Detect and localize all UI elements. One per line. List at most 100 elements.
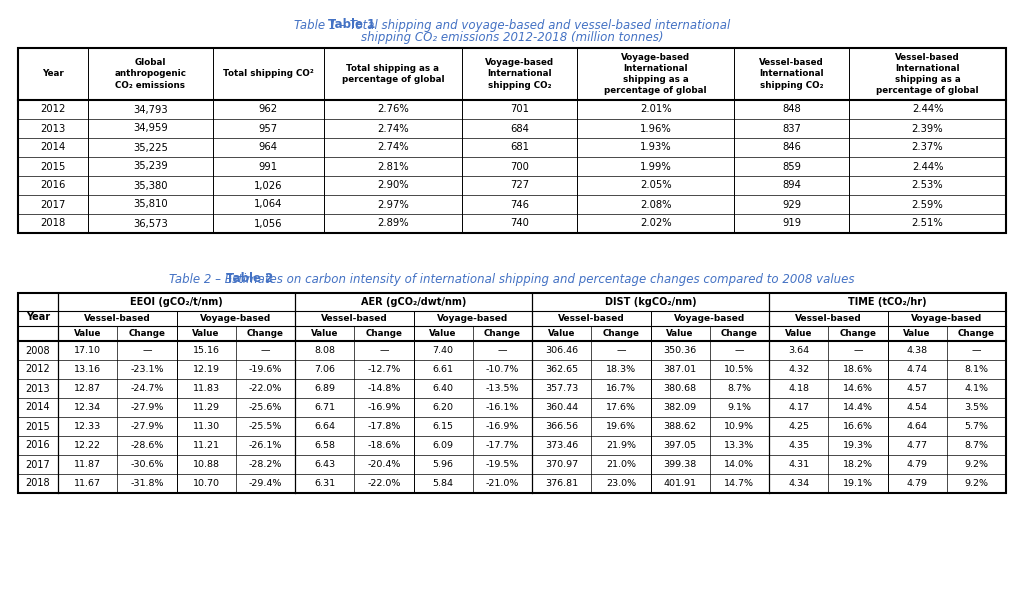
Text: 11.21: 11.21: [193, 441, 219, 450]
Text: -16.9%: -16.9%: [368, 403, 400, 412]
Text: -27.9%: -27.9%: [130, 422, 164, 431]
Text: 14.4%: 14.4%: [843, 403, 872, 412]
Text: 2.39%: 2.39%: [911, 123, 943, 133]
Text: Voyage-based
International
shipping as a
percentage of global: Voyage-based International shipping as a…: [604, 53, 707, 95]
Text: 18.3%: 18.3%: [606, 365, 636, 374]
Text: Vessel-based: Vessel-based: [558, 314, 625, 323]
Text: -28.2%: -28.2%: [249, 460, 282, 469]
Text: 8.1%: 8.1%: [965, 365, 988, 374]
Text: 700: 700: [510, 162, 529, 171]
Text: 366.56: 366.56: [545, 422, 579, 431]
Text: 8.7%: 8.7%: [965, 441, 988, 450]
Text: 21.0%: 21.0%: [606, 460, 636, 469]
Text: 9.2%: 9.2%: [965, 479, 988, 488]
Text: 6.20: 6.20: [432, 403, 454, 412]
Text: —: —: [142, 346, 152, 355]
Text: 2.02%: 2.02%: [640, 219, 672, 228]
Text: 2.51%: 2.51%: [911, 219, 943, 228]
Text: 13.16: 13.16: [74, 365, 101, 374]
Text: -12.7%: -12.7%: [368, 365, 400, 374]
Text: 846: 846: [782, 142, 801, 153]
Text: 401.91: 401.91: [664, 479, 696, 488]
Text: 6.89: 6.89: [314, 384, 335, 393]
Text: 19.6%: 19.6%: [606, 422, 636, 431]
Text: 957: 957: [259, 123, 278, 133]
Text: 35,225: 35,225: [133, 142, 168, 153]
Text: 4.32: 4.32: [788, 365, 809, 374]
Text: 2014: 2014: [40, 142, 66, 153]
Text: 19.1%: 19.1%: [843, 479, 872, 488]
Text: 9.1%: 9.1%: [727, 403, 752, 412]
Text: 2.05%: 2.05%: [640, 180, 672, 191]
Text: 35,380: 35,380: [133, 180, 168, 191]
Text: Vessel-based: Vessel-based: [795, 314, 861, 323]
Text: 929: 929: [782, 200, 801, 210]
Text: 388.62: 388.62: [664, 422, 696, 431]
Text: 5.96: 5.96: [432, 460, 454, 469]
Text: 4.31: 4.31: [788, 460, 809, 469]
Text: 684: 684: [510, 123, 529, 133]
Text: 2.90%: 2.90%: [377, 180, 409, 191]
Text: Value: Value: [667, 329, 694, 338]
Text: 4.17: 4.17: [788, 403, 809, 412]
Text: 360.44: 360.44: [545, 403, 579, 412]
Text: —: —: [972, 346, 981, 355]
Text: Vessel-based
International
shipping as a
percentage of global: Vessel-based International shipping as a…: [877, 53, 979, 95]
Text: Voyage-based: Voyage-based: [911, 314, 982, 323]
Text: 35,239: 35,239: [133, 162, 168, 171]
Text: Total shipping CO²: Total shipping CO²: [223, 70, 313, 79]
Text: 2.44%: 2.44%: [911, 105, 943, 115]
Text: Voyage-based
International
shipping CO₂: Voyage-based International shipping CO₂: [485, 58, 554, 90]
Text: 2018: 2018: [26, 478, 50, 489]
Text: Change: Change: [957, 329, 994, 338]
Text: 837: 837: [782, 123, 801, 133]
Text: 35,810: 35,810: [133, 200, 168, 210]
Text: 8.7%: 8.7%: [727, 384, 752, 393]
Text: 5.7%: 5.7%: [965, 422, 988, 431]
Text: —: —: [379, 346, 389, 355]
Text: Voyage-based: Voyage-based: [200, 314, 271, 323]
Text: 6.31: 6.31: [314, 479, 335, 488]
Text: 964: 964: [259, 142, 278, 153]
Text: 2013: 2013: [40, 123, 66, 133]
Text: -10.7%: -10.7%: [485, 365, 519, 374]
Text: -23.1%: -23.1%: [130, 365, 164, 374]
Text: 12.33: 12.33: [74, 422, 101, 431]
Text: 859: 859: [782, 162, 801, 171]
Text: 362.65: 362.65: [545, 365, 579, 374]
Text: 6.58: 6.58: [314, 441, 335, 450]
Text: Vessel-based: Vessel-based: [84, 314, 151, 323]
Text: -16.1%: -16.1%: [485, 403, 519, 412]
Text: 2.01%: 2.01%: [640, 105, 672, 115]
Text: 962: 962: [259, 105, 278, 115]
Text: 2.08%: 2.08%: [640, 200, 672, 210]
Text: 4.38: 4.38: [906, 346, 928, 355]
Text: 6.61: 6.61: [432, 365, 454, 374]
Text: -25.6%: -25.6%: [249, 403, 282, 412]
Text: 12.34: 12.34: [74, 403, 101, 412]
Text: 399.38: 399.38: [664, 460, 696, 469]
Text: 376.81: 376.81: [545, 479, 579, 488]
Text: 9.2%: 9.2%: [965, 460, 988, 469]
Text: 2.74%: 2.74%: [377, 123, 409, 133]
Text: 18.2%: 18.2%: [843, 460, 872, 469]
Text: 13.3%: 13.3%: [724, 441, 755, 450]
Text: 350.36: 350.36: [664, 346, 696, 355]
Text: 2015: 2015: [26, 421, 50, 432]
Text: 991: 991: [259, 162, 278, 171]
Text: -19.5%: -19.5%: [485, 460, 519, 469]
Text: 6.09: 6.09: [432, 441, 454, 450]
Text: 17.10: 17.10: [74, 346, 101, 355]
Text: Change: Change: [721, 329, 758, 338]
Text: Value: Value: [311, 329, 338, 338]
Text: 2.89%: 2.89%: [377, 219, 409, 228]
Text: 10.70: 10.70: [193, 479, 219, 488]
Text: 4.64: 4.64: [906, 422, 928, 431]
Bar: [18, 293, 1006, 493]
Text: Year: Year: [26, 312, 50, 322]
Text: Year: Year: [42, 70, 63, 79]
Text: 919: 919: [782, 219, 801, 228]
Text: —: —: [616, 346, 626, 355]
Text: 894: 894: [782, 180, 801, 191]
Text: 4.79: 4.79: [906, 479, 928, 488]
